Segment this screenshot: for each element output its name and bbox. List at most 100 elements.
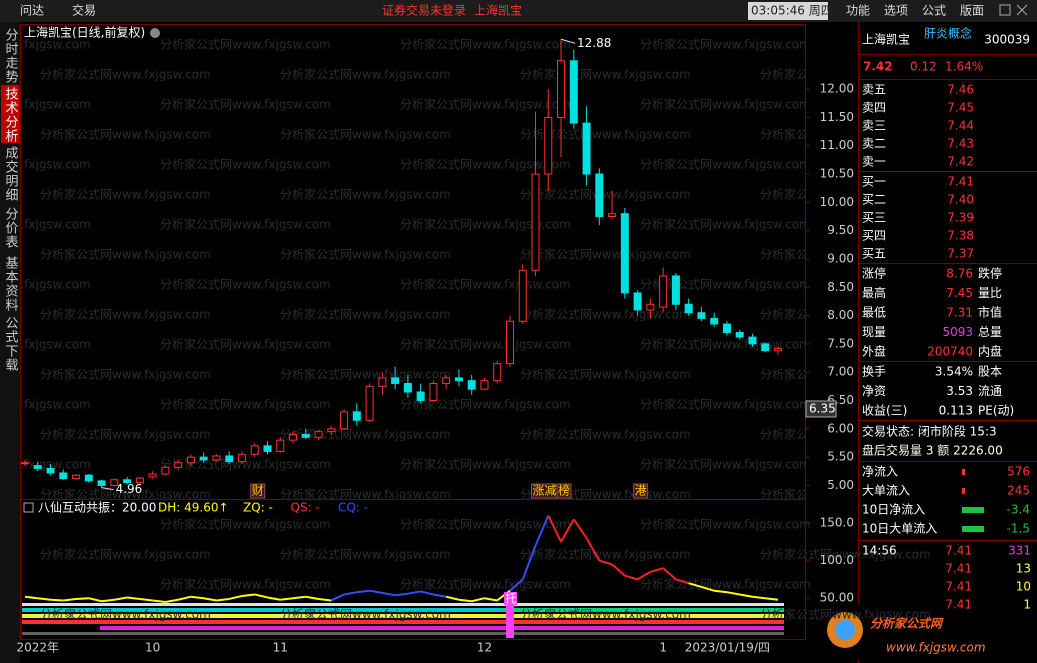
watermark: 分析家公式网www.fxjgsw.com: [160, 397, 331, 412]
stat-label2: PE(动): [978, 404, 1014, 418]
indicator-line: [165, 598, 179, 603]
indicator-line: [765, 597, 779, 601]
stat-value: 0.113: [939, 404, 973, 418]
y-tick-label: 11.00: [820, 138, 854, 152]
side-tab[interactable]: 成交明细: [3, 146, 19, 202]
window-button[interactable]: [1016, 4, 1028, 16]
watermark: 分析家公式网www.fxjgsw.com: [160, 337, 331, 352]
candle-body: [123, 479, 132, 484]
status-text: 证券交易未登录: [382, 3, 466, 18]
indicator-line: [599, 559, 613, 566]
candle-body: [442, 377, 451, 385]
watermark: 分析家公式网www.fxjgsw.com: [280, 427, 451, 442]
candle-body: [671, 275, 680, 305]
candle-body: [659, 275, 668, 308]
band: [22, 620, 784, 624]
candles: [21, 39, 782, 488]
title-icon[interactable]: [150, 28, 160, 38]
tick-volume: 10: [1016, 580, 1031, 594]
y-tick-label: 5.00: [827, 478, 854, 492]
indicator-name: 八仙互动共振：20.00: [38, 501, 156, 515]
indicator-line: [356, 589, 370, 594]
watermark: 分析家公式网www.fxjgsw.com: [160, 97, 331, 112]
candle-body: [697, 312, 706, 319]
side-tab[interactable]: 公式下载: [3, 316, 19, 372]
watermark: 分析家公式网www.fxjgsw.com: [40, 607, 211, 622]
y-tick-label: 6.00: [827, 421, 854, 435]
indicator-frame: [20, 499, 806, 640]
y-tick-label: 8.50: [827, 280, 854, 294]
candle-body: [97, 480, 106, 486]
y-tick-label: 7.00: [827, 365, 854, 379]
y-tick-label: 50.00: [820, 591, 854, 605]
side-tab[interactable]: 基本资料: [3, 256, 19, 312]
stat-value: 7.31: [946, 306, 973, 320]
menu-item[interactable]: 公式: [922, 4, 946, 18]
indicator-line: [37, 597, 51, 601]
indicator-line: [445, 595, 460, 601]
stock-concept: 肝炎概念: [924, 26, 972, 41]
watermark: 分析家公式网www.fxjgsw.com: [520, 427, 691, 442]
stat-label2: 跌停: [978, 266, 1002, 281]
x-tick-label: 2023/01/19/四: [685, 641, 770, 655]
watermark: 分析家公式网www.fxjgsw.com: [40, 187, 211, 202]
indicator-line: [650, 567, 664, 573]
book-label: 买五: [862, 247, 886, 261]
indicator-line: [292, 595, 306, 600]
candle-body: [199, 456, 208, 461]
stat-value: 8.76: [946, 267, 973, 281]
side-tab[interactable]: 技术分析: [3, 87, 19, 143]
watermark: 分析家公式网www.fxjgsw.com: [160, 517, 331, 532]
indicator-line: [203, 597, 217, 602]
tick-price: 7.41: [945, 598, 972, 612]
y-tick-label: 12.00: [820, 82, 854, 96]
menu-item[interactable]: 交易: [72, 3, 96, 18]
book-price: 7.43: [947, 137, 974, 151]
indicator-line: [114, 596, 128, 601]
band: [22, 608, 784, 612]
indicator-line: [471, 597, 485, 603]
watermark: 分析家公式网www.fxjgsw.com: [760, 187, 931, 202]
indicator-toggle[interactable]: [23, 502, 34, 513]
watermark: 分析家公式网www.fxjgsw.com: [520, 367, 691, 382]
y-tick-label: 7.50: [827, 336, 854, 350]
active-tab: [1, 85, 19, 143]
side-tab-column: [0, 22, 20, 663]
book-label: 买四: [862, 229, 886, 243]
book-price: 7.42: [947, 155, 974, 169]
y-tick-label: 10.00: [820, 195, 854, 209]
candle-body: [710, 317, 719, 325]
watermark: 分析家公式网www.fxjgsw.com: [40, 127, 211, 142]
book-label: 卖三: [862, 119, 886, 133]
watermark: 分析家公式网www.fxjgsw.com: [640, 157, 811, 172]
candle-body: [620, 213, 629, 294]
indicator-line: [395, 592, 408, 597]
watermark: 分析家公式网www.fxjgsw.com: [520, 307, 691, 322]
menu-item[interactable]: 版面: [960, 4, 984, 18]
menu-item[interactable]: 选项: [884, 4, 908, 18]
menu-item[interactable]: 功能: [846, 4, 870, 18]
candle-body: [722, 323, 731, 334]
watermark: 分析家公式网www.fxjgsw.com: [160, 37, 331, 52]
indicator-line: [24, 595, 38, 600]
side-tab[interactable]: 分时走势: [3, 28, 19, 84]
candle-body: [391, 377, 400, 385]
watermark: 分析家公式网www.fxjgsw.com: [40, 487, 211, 502]
indicator-line: [318, 597, 332, 602]
tick-volume: 13: [1016, 562, 1031, 576]
stat-label: 现量: [862, 325, 886, 339]
window-button[interactable]: [999, 4, 1011, 16]
indicator-line: [521, 545, 537, 580]
watermark: 分析家公式网www.fxjgsw.com: [400, 97, 571, 112]
watermark: 分析家公式网www.fxjgsw.com: [520, 187, 691, 202]
candle-body: [276, 439, 285, 452]
side-tab[interactable]: 分价表: [3, 207, 19, 249]
stat-label2: 总量: [978, 325, 1002, 339]
candle-body: [454, 377, 463, 382]
candle-body: [633, 292, 642, 311]
indicator-line: [126, 596, 140, 600]
last-price: 7.42: [863, 60, 893, 74]
menu-item[interactable]: 问达: [20, 4, 44, 18]
event-box: [556, 483, 572, 499]
